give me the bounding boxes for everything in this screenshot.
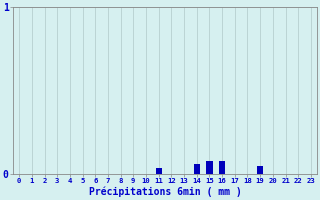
Bar [194,164,200,174]
Bar [156,168,162,174]
Bar [206,161,212,174]
Bar [257,166,263,174]
Bar [219,161,225,174]
X-axis label: Précipitations 6min ( mm ): Précipitations 6min ( mm ) [89,187,241,197]
